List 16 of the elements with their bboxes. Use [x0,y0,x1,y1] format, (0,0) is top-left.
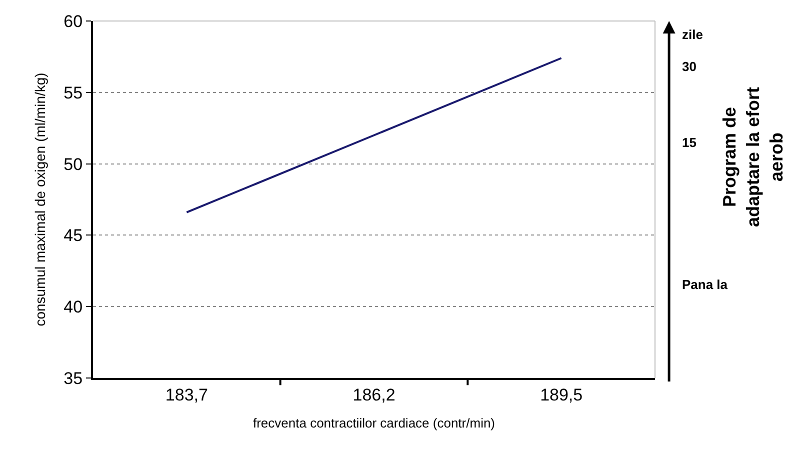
text: zile [682,27,703,42]
y-tick-label: 55 [64,83,83,102]
text: Pana la [682,277,728,292]
x-axis-title: frecventa contractiilor cardiace (contr/min) [252,416,496,430]
x-tick-label: 189,5 [540,385,583,404]
text: 30 [682,59,696,74]
text: Program de adaptare la efort aerob [720,86,786,228]
text: 15 [682,135,696,150]
y-tick-label: 40 [64,298,83,317]
x-tick-label: 183,7 [165,385,208,404]
y-tick-label: 35 [64,368,83,388]
y-tick-label: 45 [64,226,83,246]
y-tick-label: 60 [64,12,83,31]
y-tick-label: 50 [64,154,83,174]
x-tick-label: 186,2 [352,385,396,404]
y-axis-title: consumul maximal de oxigen (ml/min/kg) [32,72,48,326]
